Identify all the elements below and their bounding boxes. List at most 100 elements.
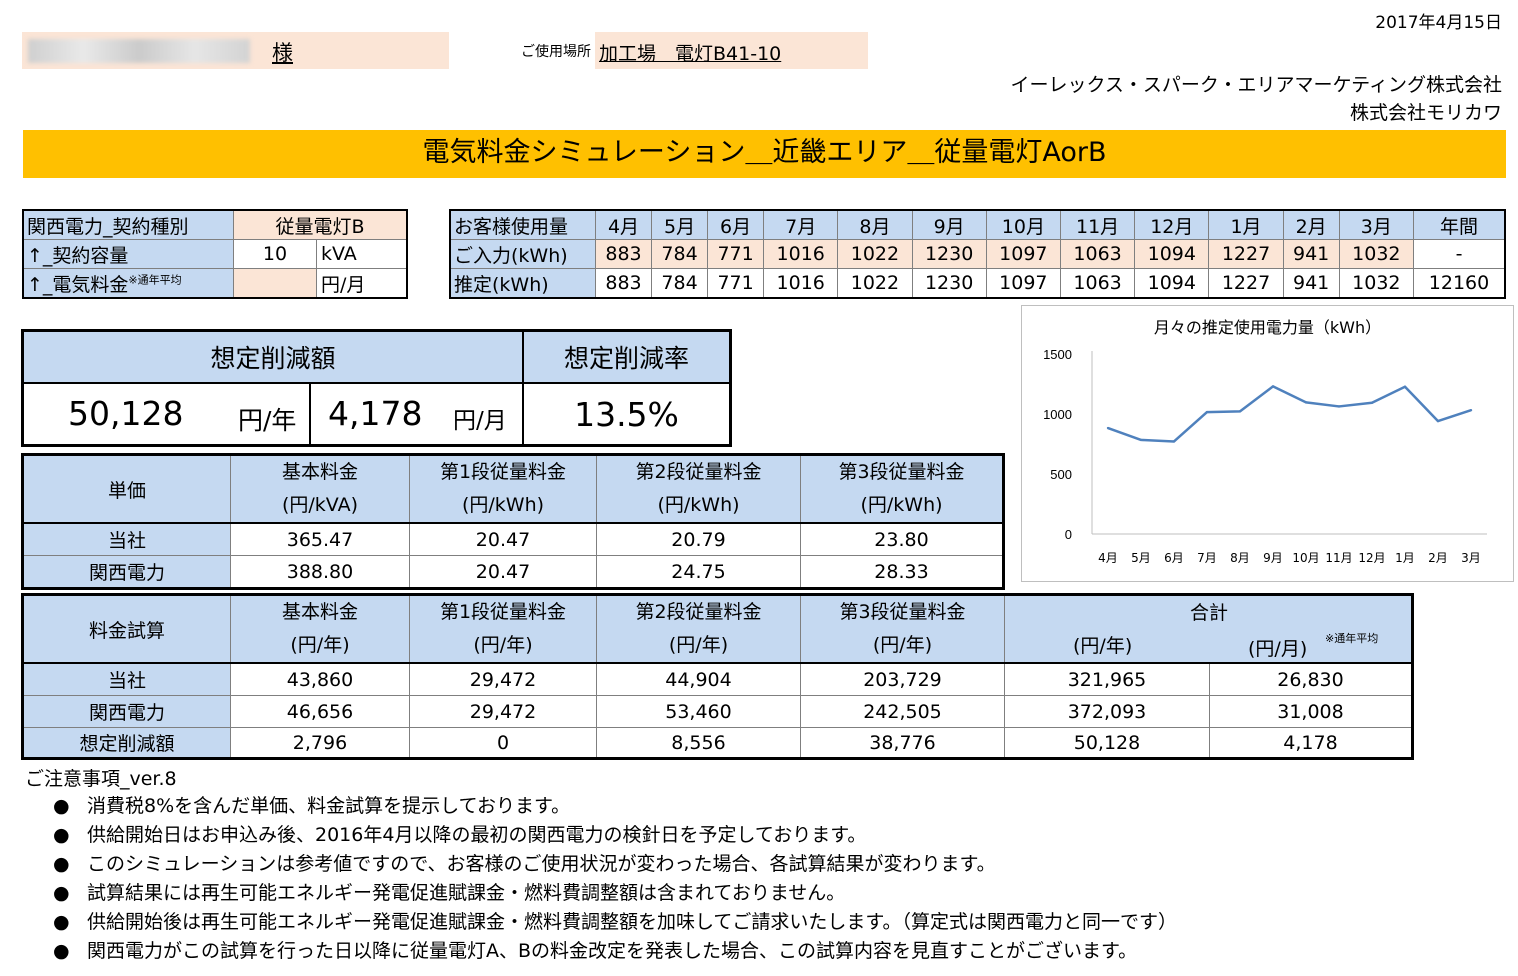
data-point: [1436, 419, 1440, 423]
usage-est-cell: 771: [707, 268, 765, 299]
usage-input-cell[interactable]: 941: [1282, 239, 1340, 269]
note-item: ● 供給開始後は再生可能エネルギー発電促進賦課金・燃料費調整額を加味してご請求いた…: [25, 908, 1505, 937]
monthly-reduction-value: 4,178: [328, 394, 423, 433]
month-header: 2月: [1282, 209, 1340, 240]
usage-input-cell[interactable]: 1016: [763, 239, 839, 269]
unit-price-col: 基本料金 (円/kVA): [230, 454, 410, 524]
cell: 372,093: [1004, 695, 1210, 728]
unit-price-label: 単価: [22, 454, 231, 524]
x-tick-label: 5月: [1131, 551, 1151, 565]
location-label: ご使用場所: [521, 44, 591, 60]
data-point: [1337, 405, 1341, 408]
fee-col: 基本料金 (円/年): [230, 594, 410, 664]
data-point: [1403, 385, 1407, 388]
usage-input-cell[interactable]: 1032: [1338, 239, 1415, 269]
usage-input-cell[interactable]: 1097: [985, 239, 1061, 269]
x-tick-label: 4月: [1098, 551, 1118, 565]
cell: 2,796: [230, 727, 410, 759]
row-label: 想定削減額: [22, 727, 231, 759]
data-point: [1139, 438, 1143, 442]
fee-calc-table: 料金試算 基本料金 (円/年) 第1段従量料金 (円/年) 第2段従量料金 (円/年)…: [21, 593, 1414, 760]
rate-header: 想定削減率: [522, 329, 732, 384]
x-tick-label: 3月: [1461, 551, 1481, 565]
row-label: 関西電力: [22, 695, 231, 728]
usage-input-cell[interactable]: 883: [594, 239, 653, 269]
usage-est-cell: 883: [594, 268, 653, 299]
col-name: 基本料金: [281, 461, 358, 483]
cell: 23.80: [800, 522, 1004, 556]
contract-fee-unit: 円/月: [316, 268, 408, 299]
usage-input-cell[interactable]: 1227: [1208, 239, 1284, 269]
series-line: [1107, 385, 1472, 443]
col-unit: (円/kWh): [860, 494, 943, 516]
cell: 50,128: [1004, 727, 1210, 759]
monthly-reduction-unit: 円/月: [453, 408, 507, 434]
usage-input-cell[interactable]: 1094: [1134, 239, 1210, 269]
month-header: 5月: [651, 209, 709, 240]
data-point: [1469, 408, 1473, 412]
usage-est-annual: 12160: [1413, 268, 1506, 299]
x-tick-label: 6月: [1164, 551, 1184, 565]
data-point: [1106, 426, 1110, 430]
contract-fee-note: ※通年平均: [128, 273, 182, 287]
annual-reduction-unit: 円/年: [238, 406, 297, 435]
col-name: 第2段従量料金: [635, 461, 762, 483]
usage-est-cell: 784: [651, 268, 709, 299]
usage-est-cell: 1022: [837, 268, 913, 299]
usage-input-cell[interactable]: 784: [651, 239, 709, 269]
col-name: 第1段従量料金: [439, 461, 567, 483]
y-tick-label: 0: [1065, 527, 1072, 542]
usage-input-cell[interactable]: 771: [707, 239, 765, 269]
usage-input-cell[interactable]: 1230: [911, 239, 987, 269]
company-name-1: イーレックス・スパーク・エリアマーケティング株式会社: [1010, 74, 1502, 96]
row-label: 当社: [22, 662, 231, 696]
fee-col: 第2段従量料金 (円/年): [596, 594, 801, 664]
usage-est-cell: 1097: [985, 268, 1061, 299]
contract-capacity-label: ↑_契約容量: [22, 239, 234, 269]
col-name: 第3段従量料金: [839, 601, 966, 623]
note-text: 供給開始後は再生可能エネルギー発電促進賦課金・燃料費調整額を加味してご請求いたし…: [87, 911, 1178, 933]
summary-table: 想定削減額 想定削減率 50,128 円/年 4,178 円/月 13.5%: [21, 329, 732, 447]
bullet-icon: ●: [53, 882, 70, 904]
notes-list: ● 消費税8%を含んだ単価、料金試算を提示しております。 ● 供給開始日はお申込み後…: [25, 792, 1505, 966]
month-header: 1月: [1208, 209, 1284, 240]
month-header: 8月: [837, 209, 913, 240]
usage-table: お客様使用量 4月 5月 6月 7月 8月 9月 10月 11月 12月 1月 …: [449, 209, 1506, 299]
cell: 31,008: [1209, 695, 1413, 728]
month-header: 7月: [763, 209, 839, 240]
contract-capacity-value: 10: [233, 239, 317, 269]
usage-est-cell: 1063: [1059, 268, 1136, 299]
y-tick-label: 1000: [1043, 407, 1072, 422]
contract-fee-value[interactable]: [233, 268, 317, 299]
bullet-icon: ●: [53, 795, 70, 817]
month-header: 9月: [911, 209, 987, 240]
customer-name-box: 様: [22, 32, 449, 69]
x-tick-label: 9月: [1263, 551, 1283, 565]
col-name: 基本料金: [281, 601, 358, 623]
usage-input-cell[interactable]: 1022: [837, 239, 913, 269]
usage-est-cell: 1230: [911, 268, 987, 299]
usage-input-cell[interactable]: 1063: [1059, 239, 1136, 269]
usage-header-label: お客様使用量: [449, 209, 596, 240]
x-tick-label: 7月: [1197, 551, 1217, 565]
note-item: ● 関西電力がこの試算を行った日以降に従量電灯A、Bの料金改定を発表した場合、この…: [25, 937, 1505, 966]
col-unit: (円/kWh): [657, 494, 740, 516]
note-item: ● このシミュレーションは参考値ですので、お客様のご使用状況が変わった場合、各試算…: [25, 850, 1505, 879]
bullet-icon: ●: [53, 824, 70, 846]
total-label: 合計: [1190, 602, 1229, 624]
cell: 321,965: [1004, 662, 1210, 696]
x-tick-label: 11月: [1325, 551, 1352, 565]
data-point: [1205, 410, 1209, 414]
contract-type-label: 関西電力_契約種別: [22, 209, 234, 240]
data-point: [1271, 385, 1275, 388]
col-unit: (円/年): [872, 634, 933, 656]
cell: 20.47: [409, 555, 597, 589]
month-header: 10月: [985, 209, 1061, 240]
month-header: 3月: [1338, 209, 1415, 240]
reduction-rate-value: 13.5%: [522, 382, 732, 447]
x-tick-label: 10月: [1292, 551, 1319, 565]
month-header: 4月: [594, 209, 653, 240]
usage-est-cell: 1227: [1208, 268, 1284, 299]
table-row: 関西電力 388.80 20.47 24.75 28.33: [22, 555, 1004, 589]
cell: 365.47: [230, 522, 410, 556]
